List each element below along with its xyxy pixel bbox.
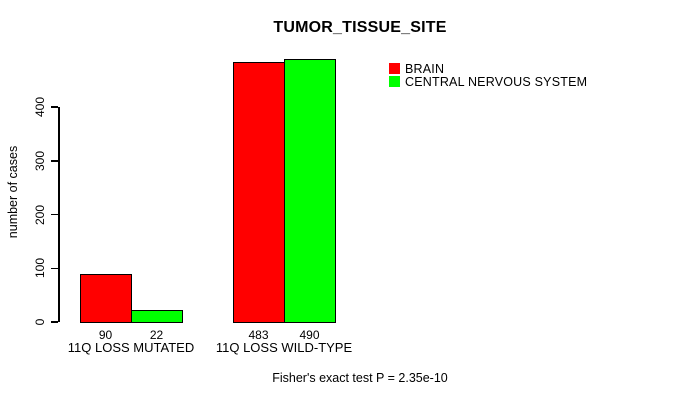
bar-value-label: 483 bbox=[248, 328, 269, 342]
bar-value-label: 90 bbox=[98, 328, 113, 342]
legend-swatch bbox=[389, 63, 400, 74]
legend-item: CENTRAL NERVOUS SYSTEM bbox=[389, 74, 588, 89]
y-axis-tick bbox=[51, 160, 58, 162]
y-axis-tick bbox=[51, 267, 58, 269]
x-group-label: 11Q LOSS MUTATED bbox=[67, 340, 195, 355]
bar-value-label: 490 bbox=[299, 328, 320, 342]
bar-brain-0 bbox=[80, 273, 132, 323]
bar-central-nervous-system-1 bbox=[284, 58, 336, 323]
y-tick-label: 0 bbox=[33, 318, 47, 326]
y-axis-tick bbox=[51, 321, 58, 323]
x-group-label: 11Q LOSS WILD-TYPE bbox=[215, 340, 353, 355]
legend-item: BRAIN bbox=[389, 61, 587, 76]
legend-label: CENTRAL NERVOUS SYSTEM bbox=[405, 74, 588, 89]
legend: BRAIN CENTRAL NERVOUS SYSTEM bbox=[389, 61, 588, 89]
chart-title: TUMOR_TISSUE_SITE bbox=[273, 19, 447, 36]
bar-value-label: 22 bbox=[149, 328, 164, 342]
bar-brain-1 bbox=[233, 62, 285, 323]
legend-swatch bbox=[389, 76, 400, 87]
y-axis-tick bbox=[51, 106, 58, 108]
y-axis-label: number of cases bbox=[6, 145, 20, 239]
y-tick-label: 400 bbox=[33, 96, 47, 118]
y-tick-label: 100 bbox=[33, 258, 47, 279]
y-tick-label: 300 bbox=[33, 150, 47, 171]
y-axis-tick bbox=[51, 213, 58, 216]
legend-label: BRAIN bbox=[405, 61, 445, 76]
y-axis-line bbox=[58, 107, 60, 322]
y-tick-label: 200 bbox=[33, 204, 47, 225]
caption-text: Fisher's exact test P = 2.35e-10 bbox=[272, 371, 448, 385]
bar-central-nervous-system-0 bbox=[131, 310, 183, 323]
